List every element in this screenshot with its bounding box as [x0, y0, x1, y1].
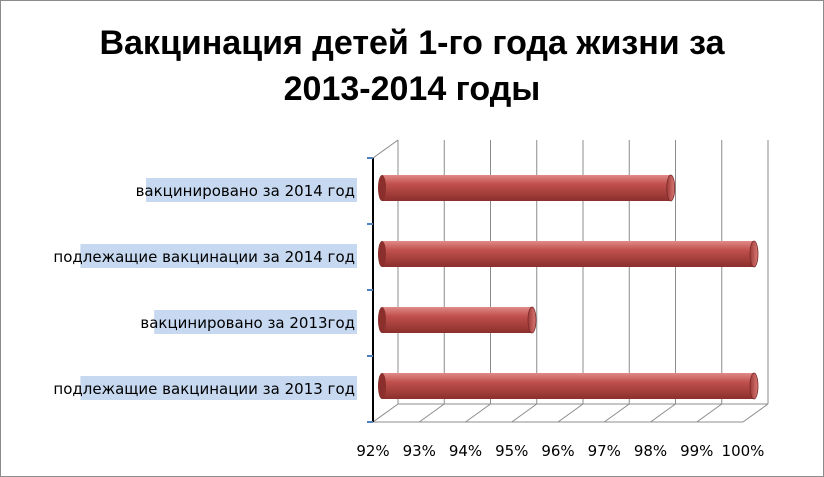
- floor-gridline: [372, 403, 399, 423]
- bar: [382, 373, 754, 399]
- chart-title-line-1: Вакцинация детей 1-го года жизни за: [99, 24, 725, 62]
- category-label-highlight: [146, 178, 357, 202]
- bar-end-cap: [749, 240, 759, 268]
- bar-end-cap: [666, 174, 676, 202]
- category-label-highlight: [80, 244, 358, 268]
- bar: [382, 307, 532, 333]
- bar: [382, 175, 671, 201]
- floor-gridline: [742, 403, 769, 423]
- floor-gridline: [557, 403, 584, 423]
- x-tick-label: 99%: [680, 442, 713, 460]
- axes: [367, 139, 399, 423]
- x-tick-label: 92%: [356, 442, 389, 460]
- floor-gridline: [603, 403, 630, 423]
- x-tick-label: 93%: [403, 442, 436, 460]
- category-label: подлежащие вакцинации за 2013 год: [53, 380, 355, 398]
- bar-base-cap: [378, 307, 386, 333]
- category-label-highlight: [154, 310, 357, 334]
- floor-gridline: [465, 403, 491, 423]
- x-tick-label: 97%: [588, 442, 621, 460]
- bar-base-cap: [378, 175, 386, 201]
- bar-base-cap: [378, 241, 386, 267]
- bars: [378, 174, 759, 400]
- side-wall-top: [372, 139, 399, 159]
- x-tick-label: 98%: [634, 442, 667, 460]
- category-label: подлежащие вакцинации за 2014 год: [53, 248, 355, 266]
- bar-end-cap: [749, 372, 759, 400]
- floor-gridline: [696, 403, 723, 423]
- floor-gridline: [650, 403, 676, 423]
- x-tick-label: 100%: [722, 442, 765, 460]
- x-tick-label: 94%: [449, 442, 482, 460]
- x-tick-label: 96%: [541, 442, 574, 460]
- x-tick-label: 95%: [495, 442, 528, 460]
- bar-end-cap: [527, 306, 537, 334]
- category-label: вакцинировано за 2013год: [140, 314, 355, 332]
- chart-title-line-2: 2013-2014 годы: [283, 70, 541, 108]
- bar: [382, 241, 754, 267]
- chart-title: Вакцинация детей 1-го года жизни за 2013…: [0, 20, 824, 112]
- category-labels: вакцинировано за 2014 год подлежащие вакц…: [53, 178, 358, 400]
- category-label: вакцинировано за 2014 год: [136, 182, 355, 200]
- floor-gridline: [418, 403, 445, 423]
- floor-gridline: [511, 403, 538, 423]
- x-tick-labels: 92% 93% 94% 95% 96% 97% 98% 99% 100%: [356, 442, 764, 460]
- bar-base-cap: [378, 373, 386, 399]
- category-label-highlight: [80, 376, 358, 400]
